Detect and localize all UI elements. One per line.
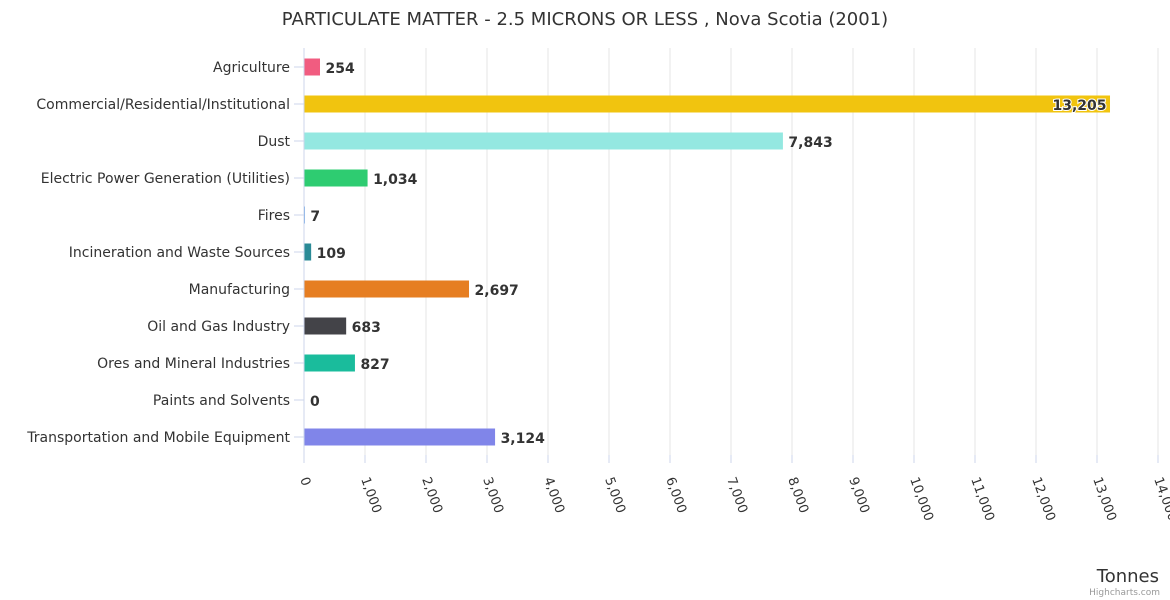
- bar[interactable]: [304, 58, 320, 76]
- x-tick-label: 10,000: [906, 475, 936, 523]
- data-label: 0: [310, 394, 320, 410]
- category-label: Commercial/Residential/Institutional: [36, 97, 290, 113]
- data-label: 1,034: [373, 172, 418, 188]
- x-axis-title: Tonnes: [1096, 566, 1159, 587]
- x-tick-label: 12,000: [1028, 475, 1058, 523]
- bar[interactable]: [304, 169, 368, 187]
- data-label: 683: [352, 320, 381, 336]
- category-label: Agriculture: [213, 60, 290, 76]
- category-label: Oil and Gas Industry: [147, 319, 290, 335]
- x-tick-label: 3,000: [479, 475, 506, 515]
- x-tick-label: 2,000: [418, 475, 445, 515]
- chart-title: PARTICULATE MATTER - 2.5 MICRONS OR LESS…: [282, 9, 888, 30]
- data-label: 109: [317, 246, 346, 262]
- bar[interactable]: [304, 280, 470, 298]
- x-tick-label: 1,000: [357, 475, 384, 515]
- x-tick-label: 9,000: [845, 475, 872, 515]
- category-label: Electric Power Generation (Utilities): [41, 171, 290, 187]
- category-label: Ores and Mineral Industries: [97, 356, 290, 372]
- x-tick-label: 4,000: [540, 475, 567, 515]
- x-tick-label: 5,000: [601, 475, 628, 515]
- data-label: 7: [310, 209, 320, 225]
- x-tick-label: 7,000: [723, 475, 750, 515]
- x-tick-label: 14,000: [1150, 475, 1170, 523]
- data-label: 7,843: [788, 135, 832, 151]
- category-label: Dust: [258, 134, 291, 150]
- x-tick-label: 0: [296, 475, 313, 488]
- data-label: 13,205: [1052, 98, 1106, 114]
- category-label: Transportation and Mobile Equipment: [26, 430, 290, 446]
- data-label: 254: [325, 61, 354, 77]
- x-tick-label: 8,000: [784, 475, 811, 515]
- bar[interactable]: [304, 243, 312, 261]
- data-label: 3,124: [501, 431, 546, 447]
- category-label: Incineration and Waste Sources: [69, 245, 290, 261]
- category-label: Fires: [258, 208, 290, 224]
- x-tick-label: 13,000: [1089, 475, 1119, 523]
- bar[interactable]: [304, 132, 783, 150]
- bar[interactable]: [304, 354, 355, 372]
- data-label: 2,697: [475, 283, 519, 299]
- x-tick-label: 6,000: [662, 475, 689, 515]
- category-label: Paints and Solvents: [153, 393, 290, 409]
- data-label: 827: [360, 357, 389, 373]
- credits-link[interactable]: Highcharts.com: [1089, 588, 1160, 598]
- bar[interactable]: [304, 317, 347, 335]
- x-tick-label: 11,000: [967, 475, 997, 523]
- bar[interactable]: [304, 95, 1111, 113]
- category-label: Manufacturing: [189, 282, 290, 298]
- bar[interactable]: [304, 428, 496, 446]
